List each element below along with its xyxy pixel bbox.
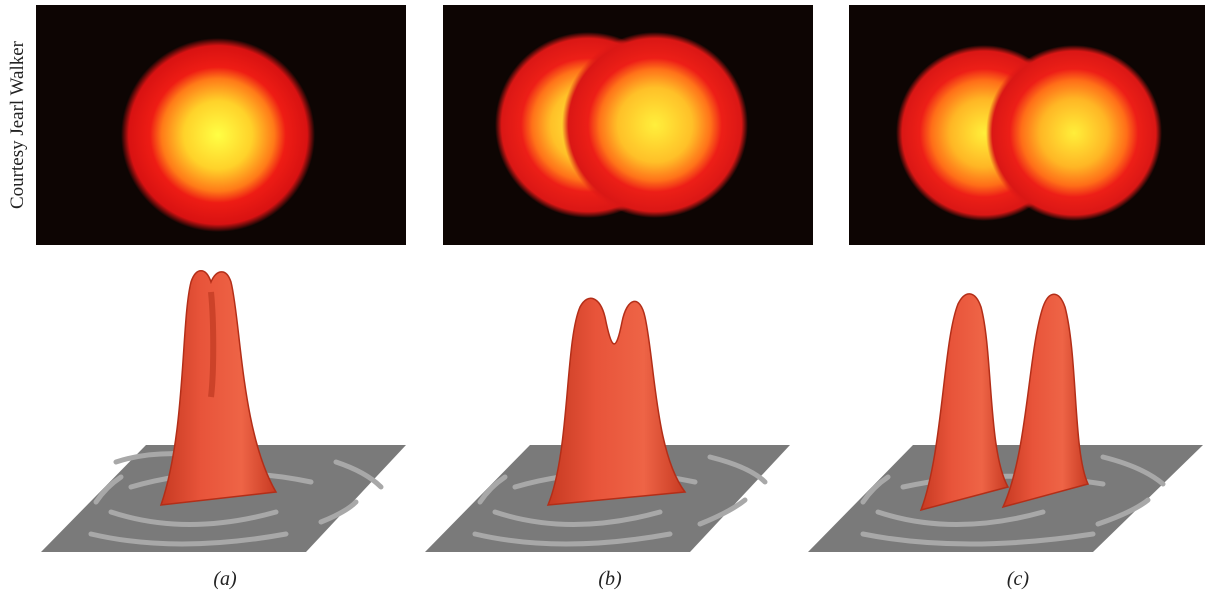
- intensity-surface-b: [425, 297, 790, 552]
- photo-credit: Courtesy Jearl Walker: [4, 4, 32, 246]
- caption-a: (a): [213, 568, 237, 590]
- intensity-plot-a: [36, 262, 416, 562]
- airy-disk-a: [121, 38, 315, 232]
- photo-a: [36, 5, 406, 245]
- airy-disk-b-right: [562, 32, 748, 218]
- photo-b: [443, 5, 813, 245]
- airy-disk-c-right: [986, 45, 1162, 221]
- photo-c: [849, 5, 1205, 245]
- intensity-plot-b: [420, 262, 800, 562]
- peak-c-right: [1001, 293, 1090, 509]
- overlapping-peaks-b: [546, 297, 687, 506]
- intensity-surface-a: [41, 270, 406, 552]
- glow-pattern-b: [443, 5, 813, 245]
- caption-c: (c): [1006, 568, 1030, 590]
- caption-b: (b): [598, 568, 622, 590]
- glow-pattern-c: [849, 5, 1205, 245]
- intensity-plot-c: [803, 262, 1203, 562]
- central-peak-a: [159, 270, 278, 506]
- peak-c-left: [919, 293, 1010, 512]
- glow-pattern-a: [36, 5, 406, 245]
- base-plane-c: [808, 445, 1203, 552]
- photo-credit-text: Courtesy Jearl Walker: [7, 40, 29, 210]
- intensity-surface-c: [808, 293, 1203, 552]
